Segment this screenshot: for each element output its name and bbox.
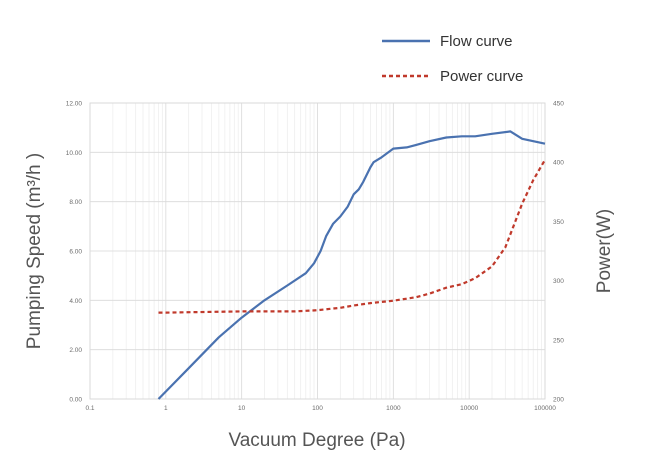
tick-labels: 0.1 1 10 100 1000 10000 100000 0.00 2.00 4.00 6.00… [66,101,565,413]
power-curve-line [158,159,546,314]
plot-area [89,102,546,400]
y2-tick-label: 350 [553,219,564,226]
x-tick-label: 0.1 [85,405,94,412]
y-tick-label: 0.00 [69,397,82,404]
flow-curve-line [157,130,546,400]
x-tick-label: 10000 [460,405,478,412]
x-axis-title: Vacuum Degree (Pa) [228,430,405,451]
series-layer [157,130,546,400]
grid [89,102,545,400]
x-tick-label: 100 [312,405,323,412]
x-tick-label: 1000 [386,405,401,412]
y2-tick-label: 250 [553,337,564,344]
y2-tick-label: 300 [553,278,564,285]
y-tick-label: 6.00 [69,249,82,256]
y-tick-label: 8.00 [69,199,82,206]
y-tick-label: 12.00 [66,101,83,108]
y2-tick-label: 400 [553,160,564,167]
y-tick-label: 10.00 [66,150,83,157]
x-tick-label: 1 [164,405,168,412]
y-tick-label: 4.00 [69,298,82,305]
x-tick-label: 100000 [534,405,556,412]
legend-label-power: Power curve [440,68,523,85]
legend: Flow curve Power curve [382,33,523,85]
y2-axis-title: Power(W) [594,209,615,293]
y2-tick-label: 450 [553,101,564,108]
x-tick-label: 10 [238,405,246,412]
y-tick-label: 2.00 [69,347,82,354]
y-axis-title: Pumping Speed (m³/h ) [24,153,45,349]
y2-tick-label: 200 [553,397,564,404]
legend-label-flow: Flow curve [440,33,513,50]
